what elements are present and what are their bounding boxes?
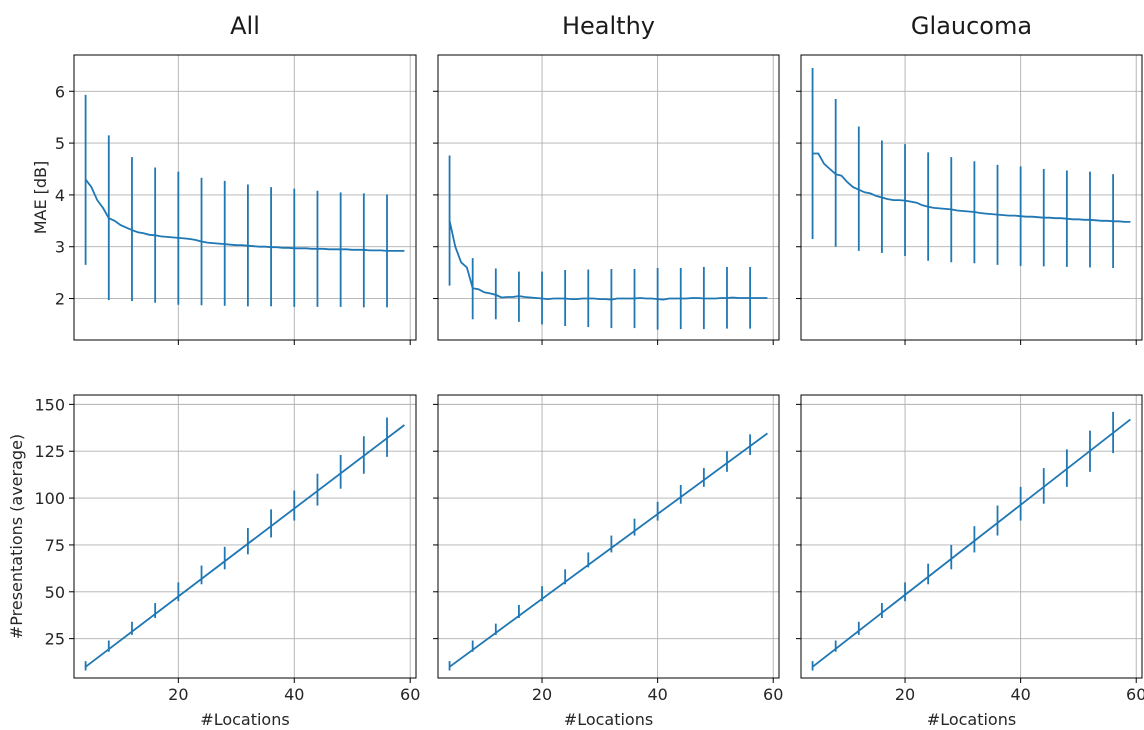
chart-title: All (230, 12, 260, 40)
y-tick-label: 100 (34, 489, 65, 508)
y-tick-label: 5 (55, 134, 65, 153)
axes-frame (437, 394, 780, 679)
x-tick-label: 60 (1126, 685, 1144, 704)
y-tick-label: 2 (55, 290, 65, 309)
y-tick-label: 75 (45, 536, 65, 555)
y-tick-label: 6 (55, 82, 65, 101)
x-axis-label: #Locations (200, 710, 289, 729)
chart-panel-5: 20 40 60 #Locations (433, 394, 783, 729)
chart-title: Healthy (562, 12, 655, 40)
chart-panel-2: Healthy (433, 12, 780, 345)
axes-frame (800, 394, 1143, 679)
x-tick-label: 60 (763, 685, 783, 704)
x-tick-label: 40 (1010, 685, 1030, 704)
series-line (449, 432, 768, 668)
y-tick-label: 50 (45, 583, 65, 602)
x-tick-label: 20 (532, 685, 552, 704)
series-line (812, 418, 1131, 668)
axes-frame (800, 54, 1143, 341)
axes-frame (437, 54, 780, 341)
chart-title: Glaucoma (911, 12, 1032, 40)
x-tick-label: 40 (284, 685, 304, 704)
y-tick-label: 150 (34, 395, 65, 414)
x-axis-label: #Locations (927, 710, 1016, 729)
y-tick-label: 3 (55, 238, 65, 257)
series-line (448, 220, 768, 301)
x-tick-label: 60 (400, 685, 420, 704)
series-line (85, 424, 405, 668)
series-line (84, 178, 405, 252)
x-tick-label: 20 (168, 685, 188, 704)
chart-panel-4: 20 40 60 25 50 75 100 125 150 #Locations #Presenta… (7, 394, 420, 729)
series-line (812, 152, 1131, 223)
axes-frame (73, 54, 417, 341)
y-tick-label: 4 (55, 186, 65, 205)
x-tick-label: 20 (895, 685, 915, 704)
x-tick-label: 40 (647, 685, 667, 704)
chart-panel-6: 20 40 60 #Locations (796, 394, 1144, 729)
x-axis-label: #Locations (564, 710, 653, 729)
y-tick-label: 125 (34, 442, 65, 461)
chart-panel-1: 2 3 4 5 6 All MAE [dB] (31, 12, 417, 345)
y-axis-label: #Presentations (average) (7, 434, 26, 639)
axes-frame (73, 394, 417, 679)
y-tick-label: 25 (45, 630, 65, 649)
chart-panel-3: Glaucoma (796, 12, 1143, 345)
y-axis-label: MAE [dB] (31, 161, 50, 235)
